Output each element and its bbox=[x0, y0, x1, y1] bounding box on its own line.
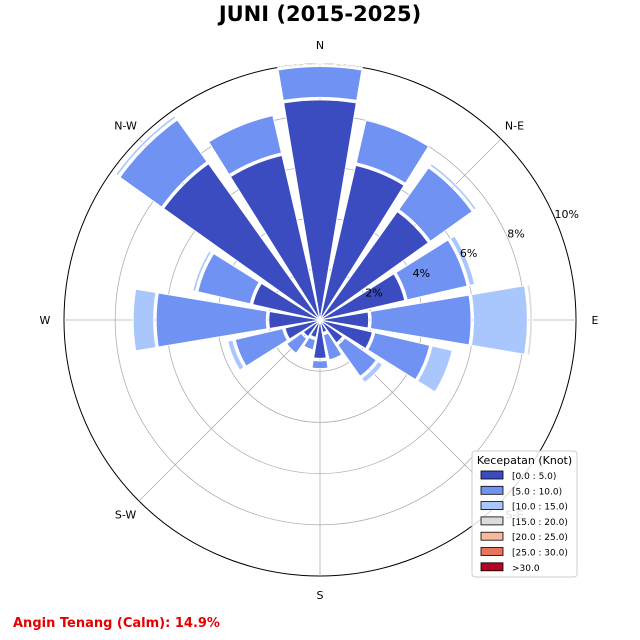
bar-segment bbox=[277, 66, 363, 101]
legend-swatch bbox=[480, 485, 504, 495]
bar-segment bbox=[319, 311, 370, 329]
bar-segment bbox=[284, 319, 321, 340]
bar-segment bbox=[337, 337, 377, 377]
bar-segment bbox=[283, 99, 357, 321]
bar-segment bbox=[319, 164, 405, 321]
bar-segment bbox=[252, 282, 321, 321]
bar-segment bbox=[268, 310, 321, 330]
bar-segment bbox=[395, 239, 468, 301]
bar-segment bbox=[208, 114, 283, 176]
legend-swatch bbox=[480, 547, 504, 556]
bar-segment bbox=[526, 284, 533, 356]
radial-tick-label: 2% bbox=[365, 286, 382, 299]
calm-label: Angin Tenang (Calm): 14.9% bbox=[13, 616, 220, 631]
bar-segment bbox=[367, 332, 431, 381]
legend-label: [5.0 : 10.0) bbox=[512, 487, 562, 497]
bar-segment bbox=[309, 319, 321, 339]
bar-segment bbox=[319, 273, 406, 321]
bar-segment bbox=[369, 294, 472, 346]
bar-segment bbox=[470, 285, 528, 355]
chart-title: JUNI (2015-2025) bbox=[217, 2, 421, 26]
bar-segment bbox=[155, 292, 268, 348]
wind-bars bbox=[115, 63, 533, 394]
legend-label: [10.0 : 15.0) bbox=[512, 503, 568, 513]
bar-segment bbox=[398, 167, 473, 242]
legend-title: Kecepatan (Knot) bbox=[477, 454, 572, 467]
legend-label: [15.0 : 20.0) bbox=[512, 518, 568, 528]
radial-tick-label: 8% bbox=[507, 228, 524, 241]
direction-label: N bbox=[316, 39, 324, 52]
bar-segment bbox=[234, 328, 289, 367]
bar-segment bbox=[197, 252, 260, 305]
direction-label: N-W bbox=[114, 120, 137, 133]
bar-segment bbox=[162, 162, 321, 321]
legend-swatch bbox=[480, 562, 504, 572]
direction-label: E bbox=[592, 314, 599, 327]
legend-swatch bbox=[480, 470, 504, 480]
bar-segment bbox=[277, 63, 363, 69]
radial-tick-label: 6% bbox=[460, 247, 477, 260]
bar-segment bbox=[319, 210, 430, 321]
legend-swatch bbox=[480, 501, 504, 511]
legend-label: [20.0 : 25.0) bbox=[512, 533, 568, 543]
legend-label: [0.0 : 5.0) bbox=[512, 472, 556, 482]
legend-swatch bbox=[480, 531, 504, 541]
legend-label: >30.0 bbox=[512, 564, 540, 574]
bar-segment bbox=[303, 336, 317, 351]
bar-segment bbox=[416, 345, 453, 393]
bar-segment bbox=[285, 332, 308, 355]
direction-label: N-E bbox=[505, 120, 524, 133]
bar-segment bbox=[115, 115, 177, 177]
radial-tick-labels: 2% 4% 6% 8% 10% bbox=[365, 208, 579, 299]
bar-segment bbox=[302, 319, 321, 338]
grid-spoke bbox=[138, 319, 321, 502]
direction-label: S bbox=[317, 589, 324, 602]
legend-swatch bbox=[480, 516, 504, 526]
bar-segment bbox=[329, 356, 344, 364]
bar-segment bbox=[360, 360, 384, 384]
bar-segment bbox=[366, 117, 431, 145]
bar-segment bbox=[319, 319, 344, 344]
bar-segment bbox=[319, 319, 328, 334]
bar-segment bbox=[436, 350, 456, 394]
legend-box bbox=[471, 450, 578, 578]
legend-label: [25.0 : 30.0) bbox=[512, 549, 568, 559]
bar-segment bbox=[132, 288, 157, 352]
direction-label: W bbox=[40, 314, 51, 327]
bar-segment bbox=[322, 332, 343, 361]
bar-segment bbox=[319, 319, 373, 350]
bar-segment bbox=[227, 339, 245, 371]
bar-segment bbox=[313, 319, 327, 359]
direction-label: S-W bbox=[115, 508, 137, 521]
bar-segment bbox=[119, 119, 208, 208]
bar-segment bbox=[429, 162, 478, 211]
radial-tick-label: 4% bbox=[413, 267, 430, 280]
bar-segment bbox=[192, 250, 213, 292]
legend: Kecepatan (Knot) [0.0 : 5.0) [5.0 : 10.0) [… bbox=[471, 450, 578, 578]
bar-segment bbox=[355, 119, 430, 184]
bar-segment bbox=[449, 235, 476, 287]
radial-tick-label: 10% bbox=[555, 208, 579, 221]
bar-segment bbox=[229, 154, 321, 321]
bar-segment bbox=[311, 359, 329, 370]
